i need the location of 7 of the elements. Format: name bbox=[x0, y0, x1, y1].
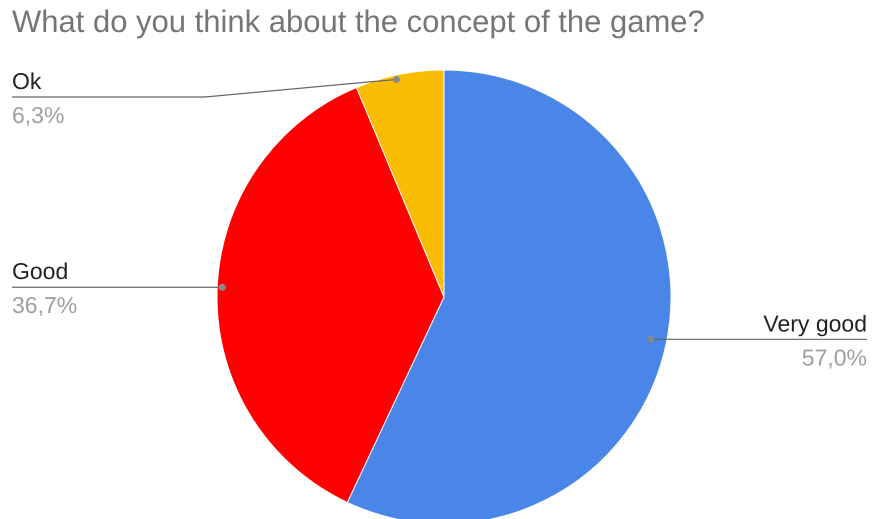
chart-title: What do you think about the concept of the game? bbox=[12, 4, 705, 40]
slice-label: Very good bbox=[763, 310, 867, 336]
slice-label: Ok bbox=[12, 68, 42, 94]
data-label: 57,0% bbox=[802, 344, 867, 370]
slice-label: Good bbox=[12, 258, 68, 284]
data-label: 6,3% bbox=[12, 102, 64, 128]
data-label: 36,7% bbox=[12, 292, 78, 318]
